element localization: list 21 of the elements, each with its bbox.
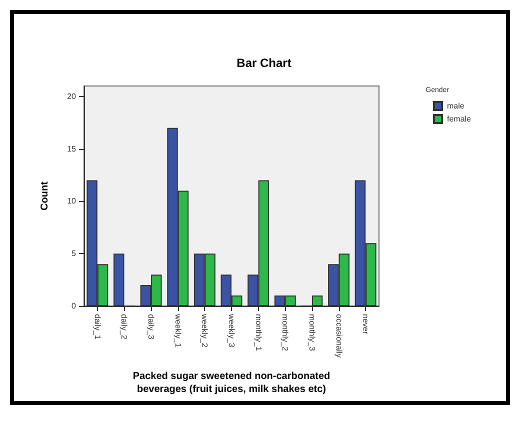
x-tick-label: occasionally [334, 314, 344, 358]
legend-label: male [446, 102, 465, 110]
y-tick-label: 5 [72, 249, 77, 258]
y-axis-title: Count [40, 180, 50, 210]
y-tick-label: 20 [67, 92, 77, 101]
x-tick-label: daily_2 [120, 314, 129, 340]
y-tick-label: 0 [72, 302, 77, 310]
legend-label: female [446, 114, 472, 124]
x-tick-label: weekly_1 [173, 313, 182, 348]
x-tick-label: weekly_2 [200, 313, 210, 348]
x-tick-label: never [361, 314, 370, 334]
x-axis-title: Packed sugar sweetened non-carbonated beverages (fruit juices, milk shakes etc) [132, 371, 330, 395]
x-tick-label: daily_1 [92, 314, 102, 340]
chart-title: Bar Chart [236, 56, 292, 70]
x-tick-label: monthly_2 [280, 314, 290, 352]
y-tick-label: 15 [67, 144, 77, 154]
y-tick-label: 10 [67, 196, 77, 206]
x-tick-label: monthly_3 [307, 314, 316, 352]
x-tick-label: daily_3 [146, 314, 156, 340]
x-tick-label: weekly_3 [227, 313, 236, 348]
x-tick-label: monthly_1 [254, 314, 263, 352]
